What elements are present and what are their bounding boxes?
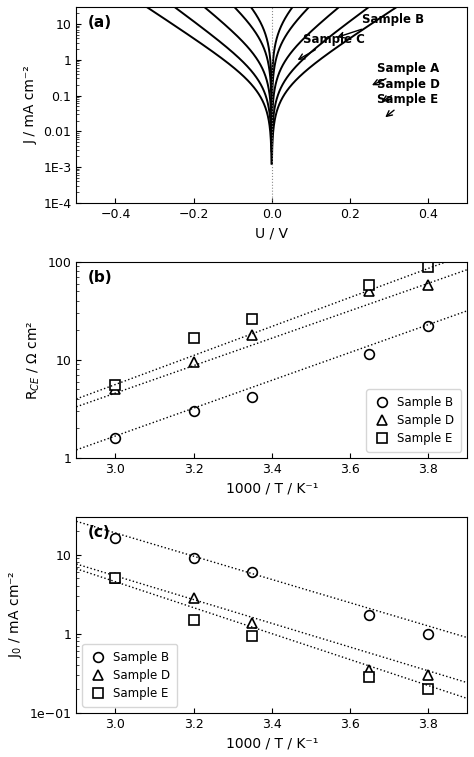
Sample D <box>366 665 372 674</box>
Sample D <box>249 618 255 628</box>
Sample D <box>191 357 196 366</box>
Line: Sample B: Sample B <box>110 322 433 443</box>
Y-axis label: R$_{CE}$ / Ω cm²: R$_{CE}$ / Ω cm² <box>26 320 42 400</box>
Sample B <box>191 553 196 562</box>
Text: (a): (a) <box>88 15 112 30</box>
Line: Sample D: Sample D <box>110 280 433 394</box>
X-axis label: 1000 / T / K⁻¹: 1000 / T / K⁻¹ <box>226 736 318 750</box>
Sample E <box>113 574 118 583</box>
Sample D <box>425 671 431 680</box>
Sample E <box>425 263 431 272</box>
Text: Sample A: Sample A <box>374 62 439 85</box>
Sample B <box>425 629 431 638</box>
Sample E <box>113 381 118 390</box>
X-axis label: 1000 / T / K⁻¹: 1000 / T / K⁻¹ <box>226 481 318 495</box>
Sample E <box>425 684 431 693</box>
Sample D <box>113 385 118 394</box>
Sample B <box>113 433 118 442</box>
Y-axis label: J$_0$ / mA cm⁻²: J$_0$ / mA cm⁻² <box>7 571 24 659</box>
Text: Sample C: Sample C <box>299 33 365 59</box>
Sample B <box>366 611 372 620</box>
Line: Sample B: Sample B <box>110 534 433 638</box>
Y-axis label: J / mA cm⁻²: J / mA cm⁻² <box>24 66 38 145</box>
Legend: Sample B, Sample D, Sample E: Sample B, Sample D, Sample E <box>366 389 461 452</box>
Text: Sample B: Sample B <box>338 13 424 38</box>
Sample D <box>425 281 431 290</box>
Text: Sample D: Sample D <box>377 79 440 101</box>
Sample E <box>191 615 196 625</box>
Sample D <box>366 287 372 296</box>
Sample E <box>191 334 196 343</box>
Sample B <box>425 322 431 331</box>
Line: Sample E: Sample E <box>110 574 433 693</box>
X-axis label: U / V: U / V <box>255 226 288 240</box>
Sample B <box>249 392 255 401</box>
Text: Sample E: Sample E <box>377 92 438 117</box>
Text: (c): (c) <box>88 525 111 540</box>
Sample E <box>249 632 255 641</box>
Sample B <box>113 534 118 543</box>
Legend: Sample B, Sample D, Sample E: Sample B, Sample D, Sample E <box>82 644 177 707</box>
Sample D <box>113 574 118 583</box>
Sample E <box>366 673 372 682</box>
Line: Sample D: Sample D <box>110 574 433 680</box>
Sample B <box>191 407 196 416</box>
Line: Sample E: Sample E <box>110 263 433 390</box>
Sample B <box>366 349 372 358</box>
Sample E <box>366 281 372 290</box>
Sample E <box>249 315 255 324</box>
Sample D <box>249 330 255 339</box>
Text: (b): (b) <box>88 269 113 285</box>
Sample B <box>249 568 255 577</box>
Sample D <box>191 593 196 603</box>
